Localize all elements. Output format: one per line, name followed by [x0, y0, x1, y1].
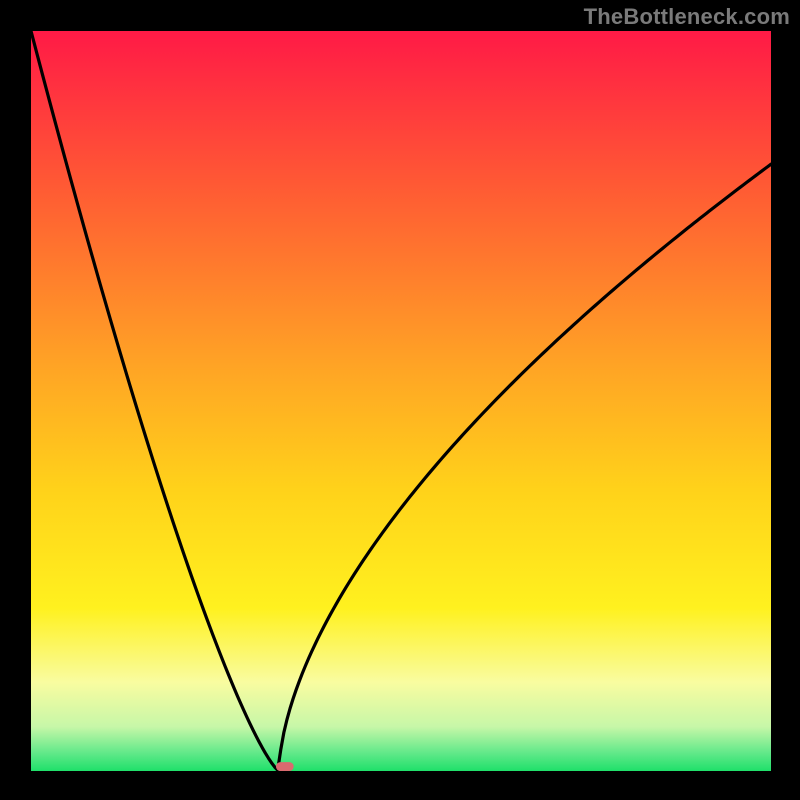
- optimal-marker: [276, 762, 294, 771]
- chart-container: TheBottleneck.com: [0, 0, 800, 800]
- chart-svg: [31, 31, 771, 771]
- chart-background: [31, 31, 771, 771]
- watermark-text: TheBottleneck.com: [584, 4, 790, 30]
- plot-area: [31, 31, 771, 771]
